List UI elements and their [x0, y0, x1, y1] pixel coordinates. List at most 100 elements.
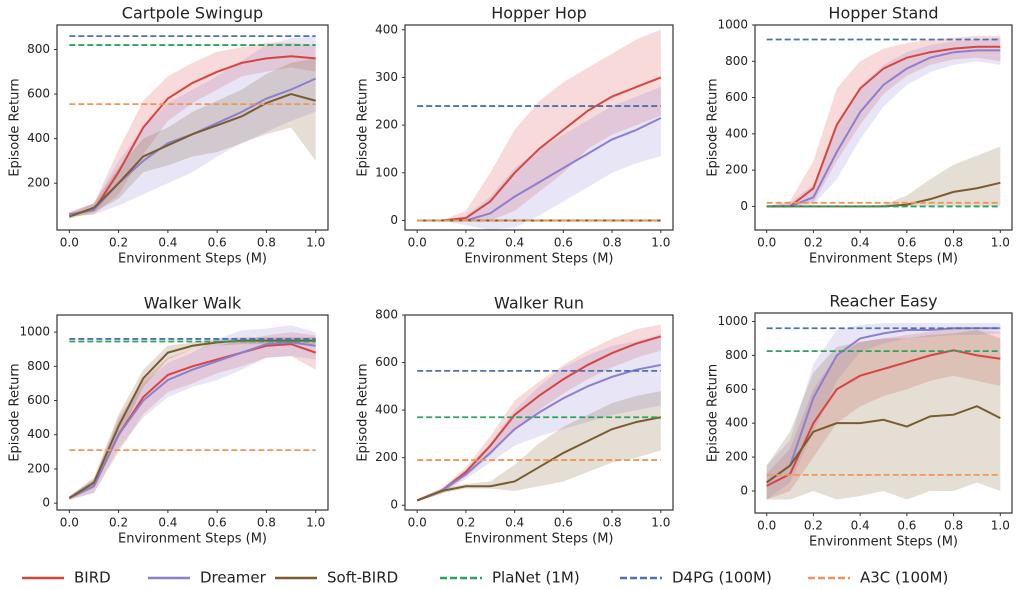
- confidence-band: [766, 329, 1001, 500]
- subplot-title: Walker Walk: [144, 294, 242, 313]
- legend-label: Soft-BIRD: [327, 569, 398, 587]
- y-axis-label: Episode Return: [706, 78, 721, 176]
- legend-label: A3C (100M): [860, 569, 948, 587]
- x-tick-label: 0.0: [757, 519, 776, 533]
- x-tick-label: 0.2: [804, 519, 823, 533]
- subplot-title: Cartpole Swingup: [122, 4, 263, 23]
- x-tick-label: 0.8: [257, 516, 276, 530]
- x-tick-label: 1.0: [991, 236, 1010, 250]
- y-tick-label: 400: [725, 416, 748, 430]
- x-tick-label: 0.4: [158, 516, 177, 530]
- y-tick-label: 0: [390, 213, 398, 227]
- x-tick-label: 0.8: [603, 516, 622, 530]
- x-axis-label: Environment Steps (M): [809, 252, 958, 267]
- x-tick-label: 0.8: [944, 236, 963, 250]
- y-tick-label: 0: [42, 496, 50, 510]
- y-tick-label: 800: [375, 308, 398, 322]
- plot-frame: [404, 314, 674, 511]
- x-tick-label: 0.0: [60, 236, 79, 250]
- x-tick-label: 0.6: [554, 516, 573, 530]
- y-tick-label: 200: [725, 163, 748, 177]
- y-tick-label: 300: [375, 70, 398, 84]
- y-tick-label: 600: [27, 87, 50, 101]
- x-axis-label: Environment Steps (M): [118, 532, 267, 547]
- x-tick-label: 1.0: [306, 516, 325, 530]
- x-tick-label: 0.8: [257, 236, 276, 250]
- x-tick-label: 0.6: [554, 236, 573, 250]
- plot-frame: [56, 24, 329, 231]
- y-tick-label: 600: [725, 90, 748, 104]
- series-line: [766, 45, 1001, 208]
- series-line: [766, 49, 1001, 208]
- confidence-band: [69, 58, 316, 219]
- y-tick-label: 800: [27, 42, 50, 56]
- y-tick-label: 200: [375, 450, 398, 464]
- y-tick-label: 200: [375, 118, 398, 132]
- legend-label: Dreamer: [200, 569, 267, 587]
- y-tick-label: 400: [375, 22, 398, 36]
- confidence-band: [417, 324, 661, 502]
- x-tick-label: 0.0: [408, 236, 427, 250]
- x-axis-label: Environment Steps (M): [464, 252, 613, 267]
- series-line: [417, 76, 662, 222]
- confidence-band: [766, 37, 1001, 207]
- y-tick-label: 800: [27, 359, 50, 373]
- y-tick-label: 400: [375, 403, 398, 417]
- x-tick-label: 0.4: [158, 236, 177, 250]
- y-axis-label: Episode Return: [356, 78, 371, 176]
- x-tick-label: 0.2: [804, 236, 823, 250]
- confidence-band: [417, 86, 661, 230]
- y-tick-label: 200: [27, 176, 50, 190]
- x-axis-label: Environment Steps (M): [464, 532, 613, 547]
- confidence-band: [766, 328, 1001, 500]
- x-tick-label: 1.0: [306, 236, 325, 250]
- series-line: [68, 93, 316, 218]
- y-tick-label: 600: [725, 382, 748, 396]
- confidence-band: [766, 35, 1001, 207]
- x-tick-label: 1.0: [651, 236, 670, 250]
- y-axis-label: Episode Return: [356, 363, 371, 461]
- x-tick-label: 0.6: [897, 236, 916, 250]
- x-tick-label: 0.4: [851, 236, 870, 250]
- x-tick-label: 0.2: [109, 516, 128, 530]
- x-axis-label: Environment Steps (M): [118, 252, 267, 267]
- x-tick-label: 1.0: [651, 516, 670, 530]
- plot-frame: [754, 24, 1013, 231]
- plot-frame: [404, 24, 674, 231]
- y-tick-label: 600: [27, 393, 50, 407]
- y-axis-label: Episode Return: [8, 363, 23, 461]
- legend-label: PlaNet (1M): [492, 569, 580, 587]
- confidence-band: [417, 391, 661, 502]
- y-tick-label: 200: [27, 461, 50, 475]
- x-tick-label: 0.2: [109, 236, 128, 250]
- x-tick-label: 0.8: [603, 236, 622, 250]
- y-tick-label: 1000: [19, 325, 50, 339]
- y-tick-label: 100: [375, 165, 398, 179]
- x-tick-label: 0.0: [757, 236, 776, 250]
- y-tick-label: 600: [375, 355, 398, 369]
- plot-frame: [56, 314, 329, 511]
- x-tick-label: 0.6: [897, 519, 916, 533]
- subplot-title: Hopper Hop: [491, 4, 587, 23]
- x-tick-label: 0.2: [456, 516, 475, 530]
- y-tick-label: 400: [27, 131, 50, 145]
- y-tick-label: 800: [725, 54, 748, 68]
- confidence-band: [766, 323, 1001, 500]
- x-tick-label: 0.2: [456, 236, 475, 250]
- legend-label: D4PG (100M): [672, 569, 772, 587]
- x-tick-label: 1.0: [991, 519, 1010, 533]
- confidence-band: [766, 146, 1001, 207]
- subplot-title: Reacher Easy: [829, 292, 937, 311]
- series-line: [416, 363, 662, 502]
- series-line: [68, 343, 317, 499]
- y-axis-label: Episode Return: [8, 78, 23, 176]
- x-tick-label: 0.0: [60, 516, 79, 530]
- y-tick-label: 400: [725, 126, 748, 140]
- x-axis-label: Environment Steps (M): [809, 535, 958, 550]
- series-line: [416, 416, 662, 502]
- series-line: [68, 339, 316, 499]
- series-line: [416, 335, 662, 502]
- y-axis-label: Episode Return: [706, 364, 721, 462]
- x-tick-label: 0.4: [851, 519, 870, 533]
